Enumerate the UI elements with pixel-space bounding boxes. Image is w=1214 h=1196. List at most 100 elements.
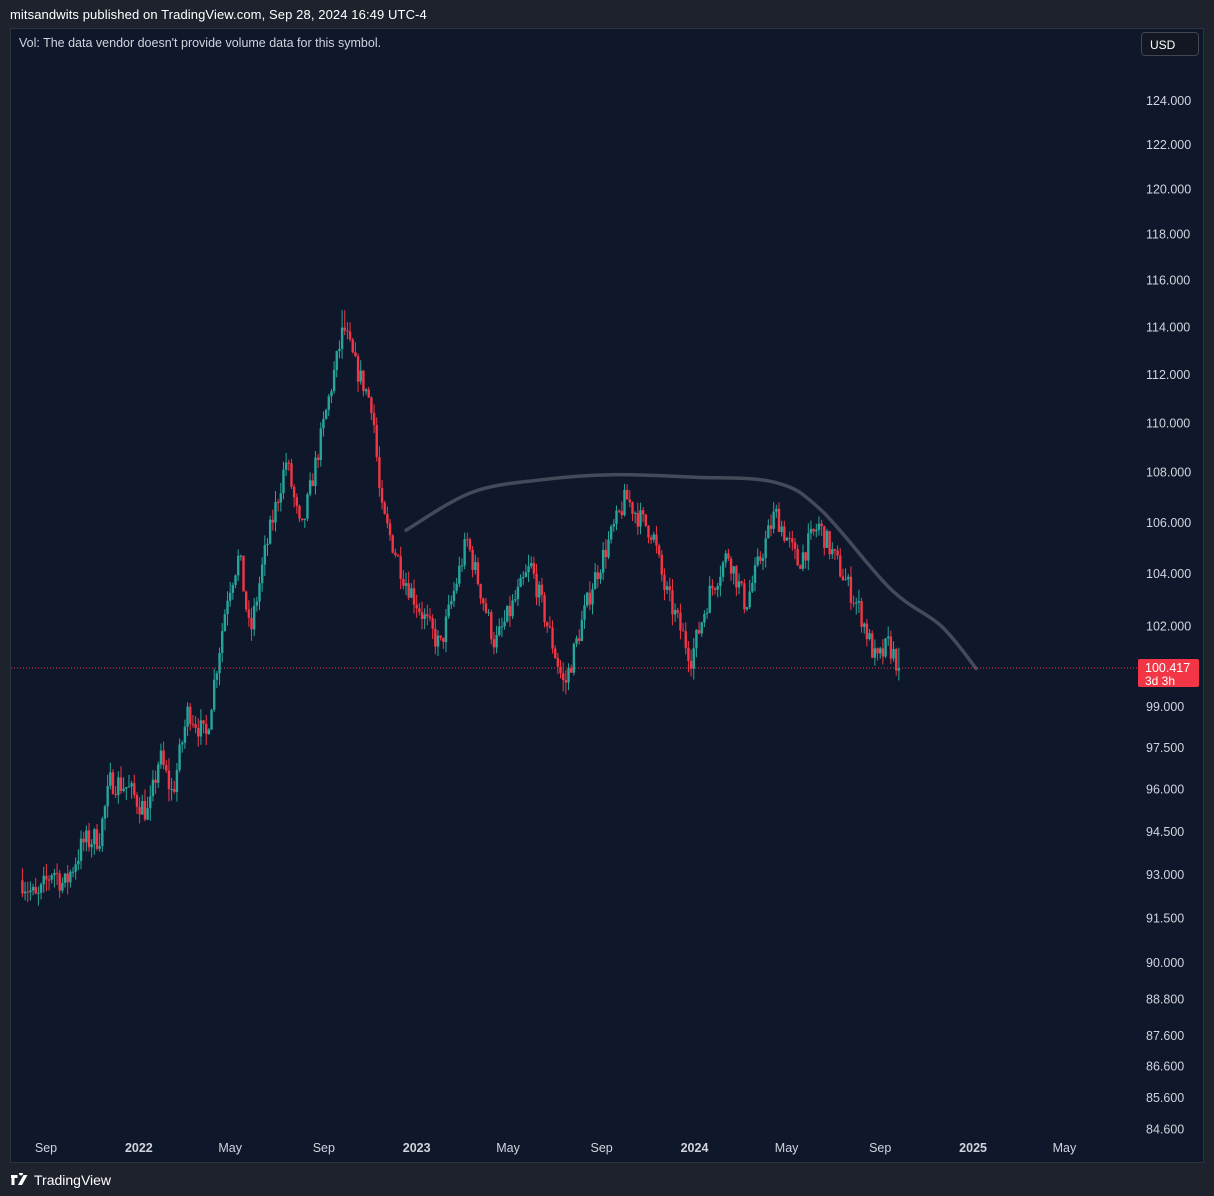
candle-body [343, 327, 346, 331]
candle-body [575, 638, 578, 644]
price-chart[interactable]: 124.000 122.000 120.000 118.000 116.000 114.0… [11, 29, 1204, 1163]
last-price-value: 100.417 [1145, 661, 1190, 675]
candle-body [23, 891, 27, 894]
candle-body [791, 538, 794, 543]
candle-body [657, 545, 661, 555]
candle-body [122, 788, 125, 792]
candle-body [801, 552, 805, 569]
candle-body [431, 618, 434, 629]
candle-body [133, 783, 136, 795]
volume-notice: Vol: The data vendor doesn't provide vol… [19, 36, 382, 50]
candle-body [319, 428, 322, 461]
candle-body [114, 793, 117, 796]
candle-body [897, 668, 901, 671]
candle-body [447, 604, 450, 617]
candle-body [564, 680, 568, 683]
candle-body [311, 480, 314, 487]
candle-body [292, 486, 296, 498]
candle-body [585, 592, 589, 606]
rounding-top-curve[interactable] [404, 472, 978, 671]
candle-body [591, 589, 594, 605]
candle-body [785, 537, 789, 541]
candle-body [79, 838, 83, 861]
candle-body [375, 425, 378, 458]
candle-body [740, 581, 743, 584]
price-tick-label: 96.000 [1146, 783, 1184, 797]
candle-body [90, 844, 93, 848]
candle-body [356, 356, 360, 382]
candle-body [266, 543, 269, 546]
candle-body [119, 777, 123, 792]
candle-body [234, 575, 237, 585]
candle-body [522, 577, 525, 579]
candle-body [186, 706, 189, 727]
price-tick-label: 93.000 [1146, 868, 1184, 882]
price-tick-label: 108.000 [1146, 466, 1191, 480]
candle-body [388, 523, 392, 536]
candle-body [607, 539, 610, 558]
price-tick-label: 110.000 [1146, 416, 1190, 430]
candle-body [649, 537, 653, 540]
candle-body [154, 779, 157, 783]
candle-body [588, 592, 592, 605]
candle-body [508, 605, 512, 617]
candle-body [743, 583, 746, 610]
candle-body [620, 511, 624, 516]
candle-body [783, 526, 786, 541]
candle-body [47, 879, 51, 881]
candle-body [151, 779, 155, 797]
candle-body [788, 537, 791, 539]
candle-body [103, 806, 107, 819]
candle-body [633, 512, 637, 514]
price-tick-label: 85.600 [1146, 1091, 1184, 1105]
currency-button[interactable]: USD [1141, 32, 1199, 56]
candle-body [876, 648, 879, 654]
candle-body [165, 765, 168, 771]
candle-body [199, 720, 203, 737]
candle-body [764, 538, 767, 559]
candle-body [679, 612, 682, 631]
candle-body [207, 729, 211, 734]
candle-body [244, 591, 248, 610]
candle-body [860, 601, 863, 627]
time-tick-label: Sep [591, 1141, 613, 1155]
price-tick-label: 97.500 [1146, 741, 1184, 755]
tradingview-footer[interactable]: TradingView [10, 1170, 111, 1190]
candle-body [617, 510, 621, 512]
candle-body [173, 789, 176, 792]
candle-body [279, 493, 283, 503]
candle-body [833, 549, 837, 551]
candle-body [58, 873, 61, 891]
candle-body [242, 555, 245, 592]
candle-body [324, 409, 328, 420]
candle-body [729, 558, 733, 574]
candle-body [351, 339, 354, 353]
candle-body [127, 786, 131, 788]
candle-body [673, 610, 677, 615]
candle-body [322, 419, 325, 429]
candle-body [194, 724, 197, 728]
candle-body [276, 501, 280, 503]
candle-body [724, 553, 727, 563]
candle-body [753, 565, 757, 583]
candle-body [881, 648, 885, 657]
candle-body [732, 566, 735, 574]
candle-body [213, 679, 216, 710]
candle-body [780, 526, 783, 532]
candle-body [492, 639, 496, 648]
candle-body [889, 636, 893, 659]
candle-body [506, 605, 509, 622]
candle-body [252, 605, 256, 630]
candle-body [31, 886, 35, 891]
candle-body [895, 649, 898, 671]
candle-body [857, 601, 861, 603]
candle-body [625, 489, 629, 500]
candle-body [101, 818, 104, 847]
price-tick-label: 99.000 [1146, 700, 1184, 714]
candle-body [332, 369, 336, 392]
candle-body [135, 794, 139, 807]
candle-body [748, 591, 751, 608]
plot-background[interactable] [11, 29, 1204, 1163]
candle-body [181, 742, 184, 745]
chart-area[interactable]: 124.000 122.000 120.000 118.000 116.000 114.0… [10, 28, 1204, 1163]
